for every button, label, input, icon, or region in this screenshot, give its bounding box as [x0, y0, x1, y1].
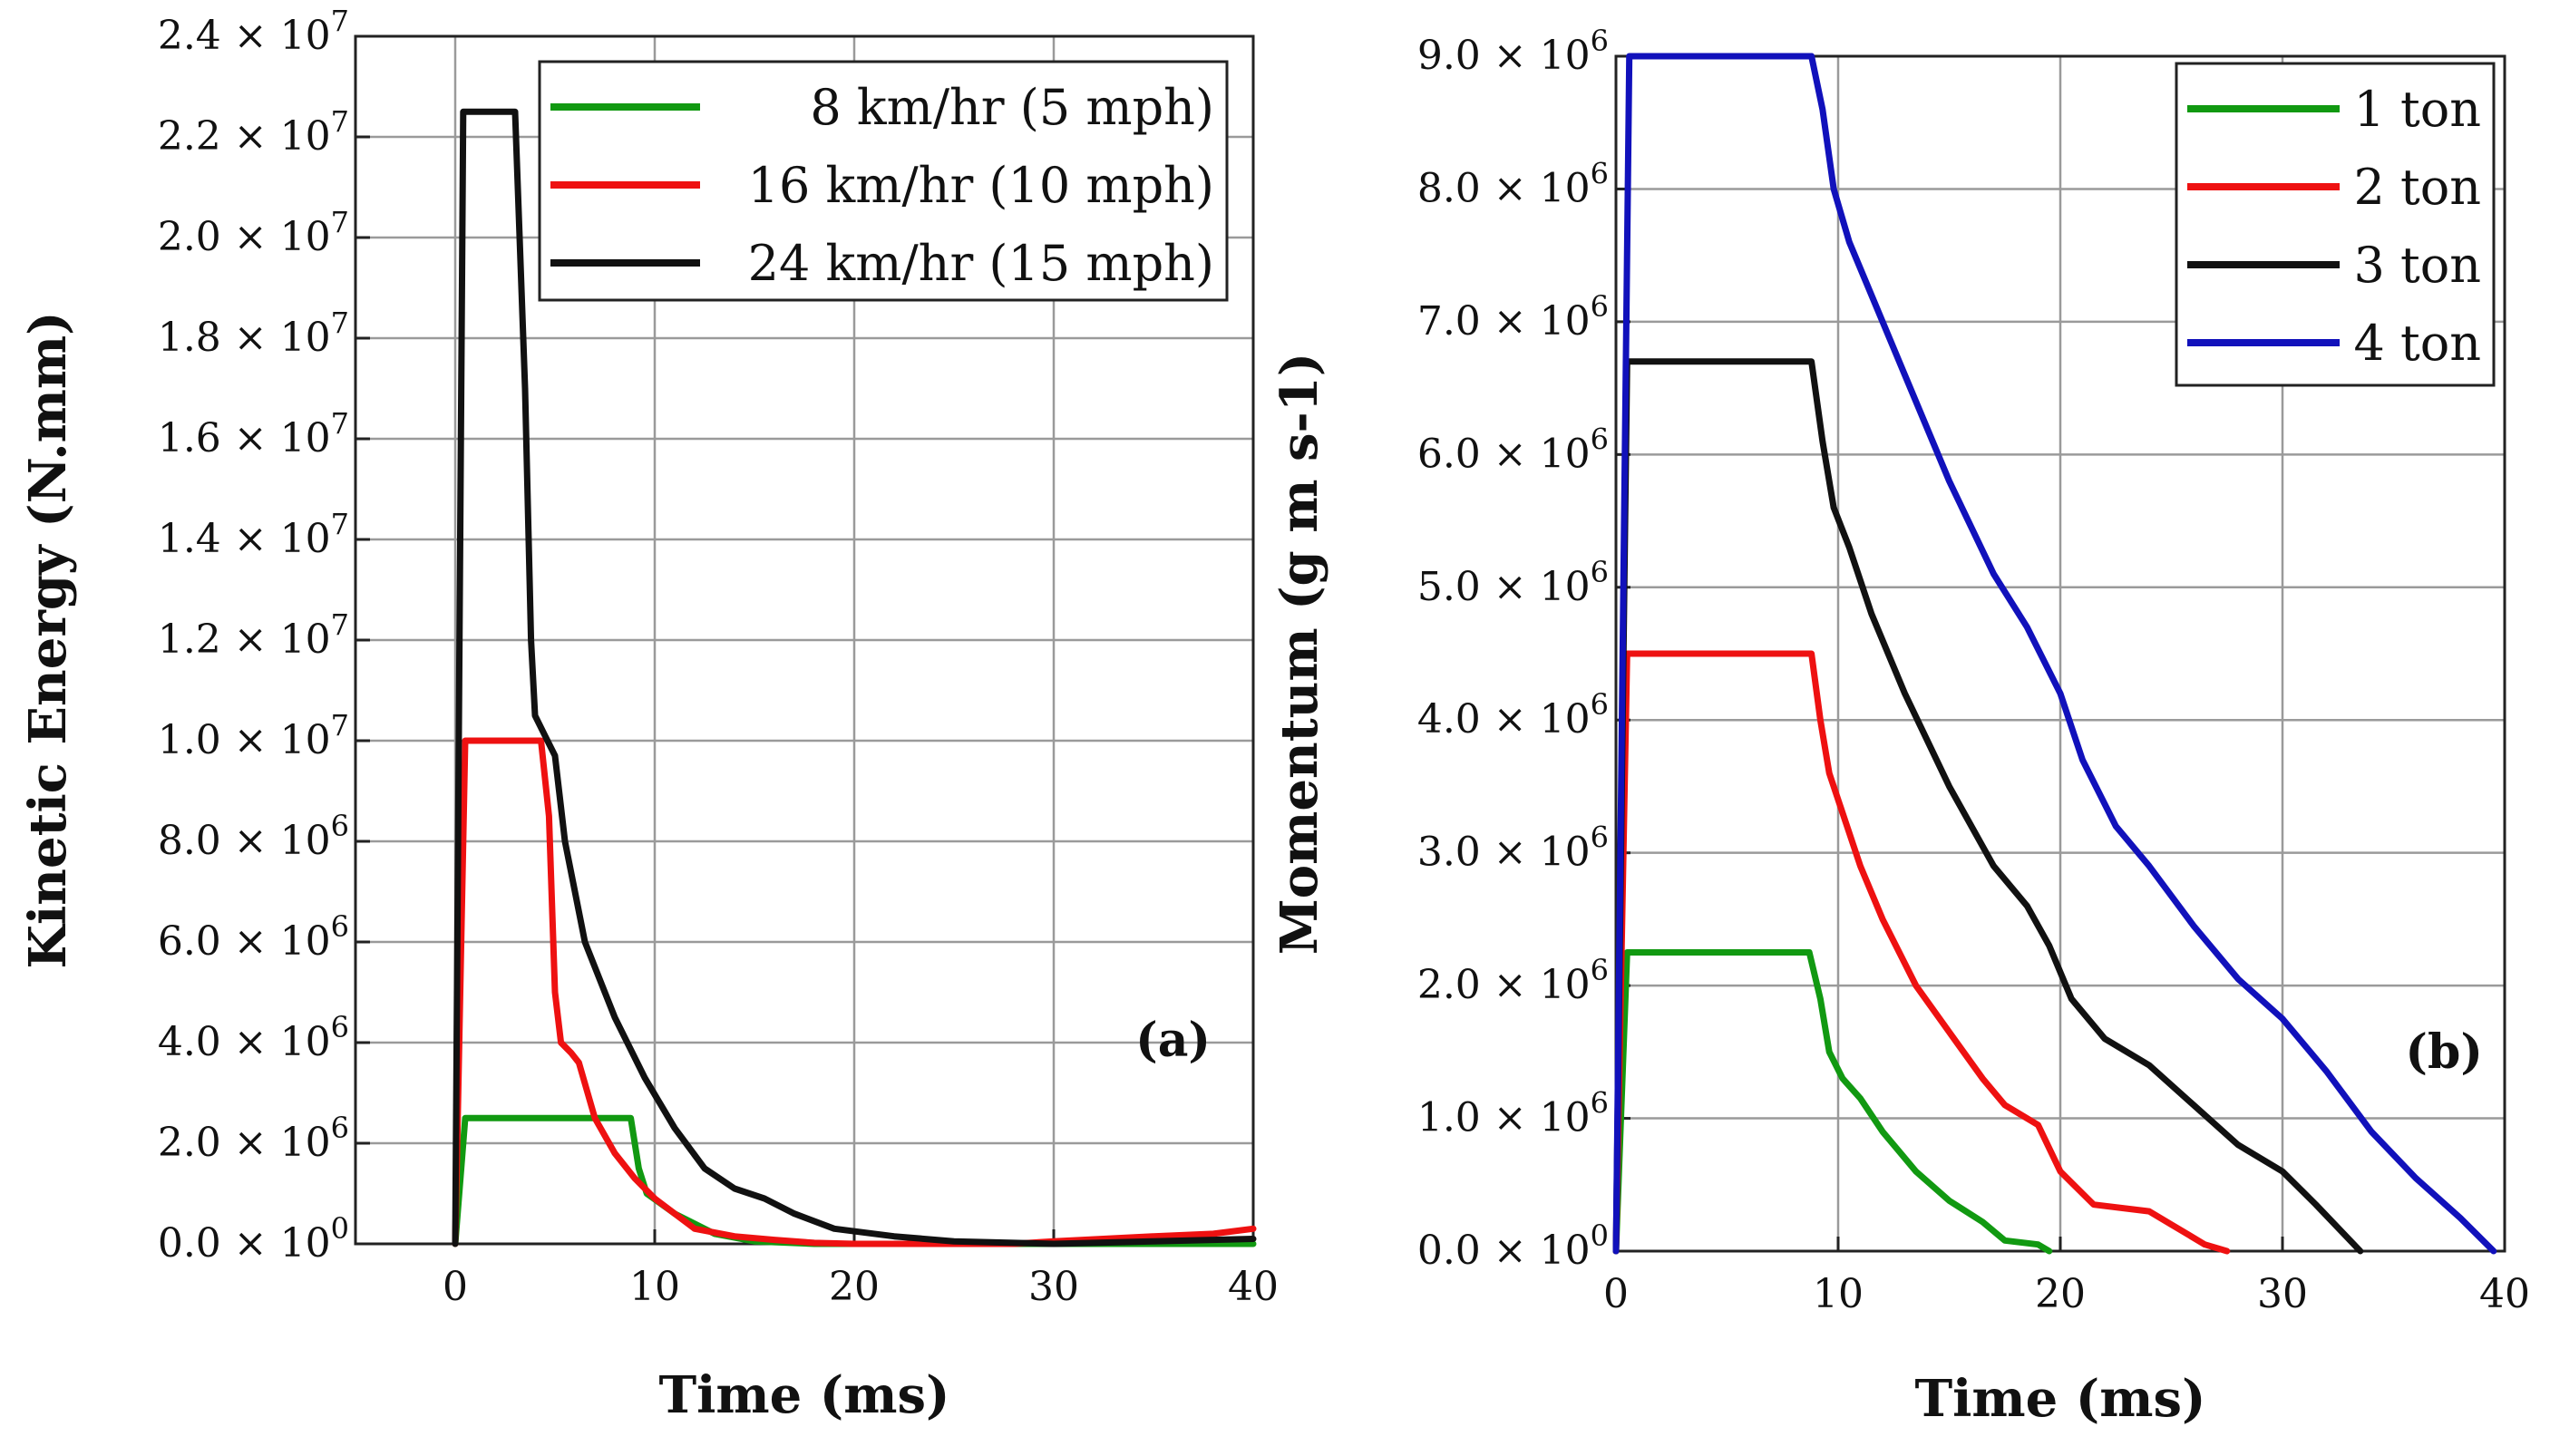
x-tick-label: 30	[2257, 1271, 2308, 1317]
y-tick-label: 2.2 × 107	[158, 104, 349, 160]
y-tick-label: 2.0 × 106	[158, 1111, 349, 1166]
x-tick-label: 40	[2479, 1271, 2530, 1317]
legend-box	[2175, 62, 2496, 387]
x-tick-label: 10	[1813, 1271, 1864, 1317]
y-tick-label: 0.0 × 100	[1417, 1218, 1609, 1274]
y-tick-label: 5.0 × 106	[1417, 555, 1609, 610]
panel-a-chart: 0 10 20 30 40 0.0 × 100 2.0 × 106 4.0 × 106 6.0 …	[18, 4, 1279, 1425]
legend-label: 8 km/hr (5 mph)	[810, 79, 1214, 136]
y-tick-label: 2.0 × 107	[158, 205, 349, 260]
panel-b-chart: 0 10 20 30 40 0.0 × 100 1.0 × 106 2.0 × 106 3.0 …	[1270, 24, 2530, 1429]
series-line	[452, 108, 1257, 1247]
y-tick-label: 1.0 × 106	[1417, 1086, 1609, 1141]
y-tick-label: 8.0 × 106	[158, 809, 349, 864]
y-tick-label: 1.0 × 107	[158, 708, 349, 763]
legend-label: 4 ton	[2353, 315, 2481, 372]
y-axis-title: Momentum (g m s-1)	[1270, 353, 1329, 955]
legend-label: 1 ton	[2353, 81, 2481, 138]
y-tick-label: 6.0 × 106	[1417, 422, 1609, 477]
x-tick-label: 20	[829, 1264, 880, 1310]
legend-label: 3 ton	[2353, 237, 2481, 294]
panel-label: (b)	[2405, 1024, 2483, 1080]
y-tick-label: 7.0 × 106	[1417, 289, 1609, 345]
x-tick-label: 40	[1228, 1264, 1279, 1310]
y-tick-label: 4.0 × 106	[1417, 687, 1609, 743]
y-tick-label: 1.6 × 107	[158, 406, 349, 461]
y-axis-title: Kinetic Energy (N.mm)	[18, 311, 78, 968]
x-axis-title: Time (ms)	[1914, 1369, 2205, 1429]
y-tick-label: 1.8 × 107	[158, 306, 349, 361]
legend-label: 16 km/hr (10 mph)	[748, 157, 1214, 214]
series-line	[1612, 650, 2231, 1255]
legend-label: 2 ton	[2353, 159, 2481, 216]
y-tick-label: 1.2 × 107	[158, 607, 349, 663]
y-tick-label: 0.0 × 100	[158, 1211, 349, 1267]
y-tick-label: 1.4 × 107	[158, 507, 349, 562]
x-tick-label: 30	[1028, 1264, 1079, 1310]
y-tick-label: 9.0 × 106	[1417, 24, 1609, 79]
x-axis-title: Time (ms)	[658, 1365, 949, 1425]
y-tick-label: 6.0 × 106	[158, 909, 349, 965]
x-tick-label: 20	[2035, 1271, 2086, 1317]
y-tick-label: 8.0 × 106	[1417, 156, 1609, 211]
legend-label: 24 km/hr (15 mph)	[748, 235, 1214, 292]
series-line	[1612, 53, 2497, 1255]
y-tick-label: 2.0 × 106	[1417, 953, 1609, 1008]
panel-label: (a)	[1135, 1013, 1211, 1068]
y-tick-label: 2.4 × 107	[158, 4, 349, 59]
x-tick-label: 10	[629, 1264, 680, 1310]
series-line	[1612, 949, 2053, 1255]
y-tick-label: 3.0 × 106	[1417, 820, 1609, 876]
y-tick-label: 4.0 × 106	[158, 1010, 349, 1065]
x-tick-label: 0	[1603, 1271, 1629, 1317]
series-line	[1612, 358, 2364, 1255]
legend-box	[538, 60, 1229, 302]
x-tick-label: 0	[443, 1264, 468, 1310]
